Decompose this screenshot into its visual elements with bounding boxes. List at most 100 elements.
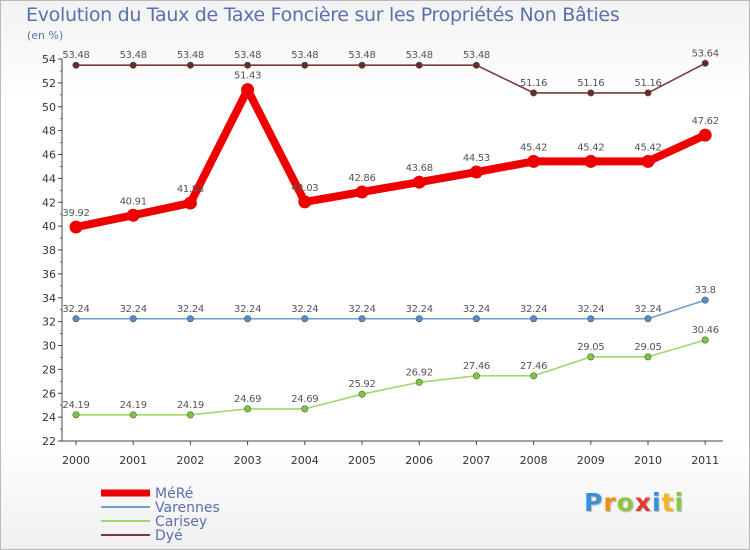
x-tick-label: 2000: [62, 454, 90, 467]
series-point: [472, 315, 480, 323]
series-point: [644, 315, 652, 323]
series-point: [415, 378, 423, 386]
series-point: [186, 315, 194, 323]
logo-letter: o: [616, 488, 635, 517]
data-label: 32.24: [520, 304, 547, 315]
data-label: 32.24: [234, 304, 261, 315]
series-point: [530, 89, 538, 97]
data-label: 45.42: [634, 142, 661, 153]
series-point: [241, 83, 255, 97]
series-point: [301, 315, 309, 323]
logo-letter: t: [661, 488, 675, 517]
series-point: [587, 353, 595, 361]
data-label: 27.46: [520, 361, 547, 372]
series-point: [587, 89, 595, 97]
x-tick-label: 2008: [520, 454, 548, 467]
data-label: 47.62: [692, 116, 719, 127]
series-point: [415, 315, 423, 323]
series-line-3: [75, 62, 707, 94]
series-point: [530, 372, 538, 380]
y-tick-label: 46: [42, 149, 56, 162]
series-point: [587, 315, 595, 323]
data-label: 26.92: [406, 367, 433, 378]
series-point: [358, 61, 366, 69]
series-point: [301, 405, 309, 413]
series-point: [126, 208, 140, 222]
x-tick-label: 2006: [405, 454, 433, 467]
series-point: [701, 336, 709, 344]
data-label: 53.48: [291, 50, 318, 61]
series-point: [298, 195, 312, 209]
data-label: 25.92: [348, 379, 375, 390]
series-point: [472, 372, 480, 380]
data-label: 29.05: [577, 342, 604, 353]
y-tick-label: 40: [42, 220, 56, 233]
legend-entry: Carisey: [155, 514, 207, 530]
series-point: [701, 59, 709, 67]
series-line-0: [72, 85, 710, 232]
series-point: [69, 220, 83, 234]
x-tick-label: 2009: [577, 454, 605, 467]
x-tick-label: 2002: [176, 454, 204, 467]
proxiti-logo: Proxiti: [584, 488, 684, 517]
data-label: 27.46: [463, 361, 490, 372]
x-tick-label: 2003: [234, 454, 262, 467]
series-point: [186, 411, 194, 419]
data-label: 41.93: [177, 184, 204, 195]
data-label: 53.48: [177, 50, 204, 61]
x-tick-label: 2005: [348, 454, 376, 467]
data-label: 24.19: [62, 400, 89, 411]
data-label: 45.42: [577, 142, 604, 153]
data-label: 32.24: [62, 304, 89, 315]
data-label: 32.24: [406, 304, 433, 315]
data-label: 24.69: [234, 394, 261, 405]
series-point: [415, 61, 423, 69]
series-point: [530, 315, 538, 323]
y-tick-label: 38: [42, 244, 56, 257]
data-label: 30.46: [692, 325, 719, 336]
data-label: 53.48: [62, 50, 89, 61]
x-tick-label: 2010: [634, 454, 662, 467]
y-tick-label: 50: [42, 101, 56, 114]
y-tick-label: 42: [42, 196, 56, 209]
data-label: 45.42: [520, 142, 547, 153]
data-label: 32.24: [120, 304, 147, 315]
legend-entry: MéRé: [155, 486, 193, 502]
x-tick-label: 2004: [291, 454, 319, 467]
data-label: 32.24: [577, 304, 604, 315]
series-point: [129, 61, 137, 69]
y-tick-label: 28: [42, 363, 56, 376]
y-tick-label: 48: [42, 125, 56, 138]
data-label: 32.24: [177, 304, 204, 315]
data-label: 33.8: [695, 285, 716, 296]
y-tick-label: 34: [42, 292, 56, 305]
data-label: 51.16: [577, 78, 604, 89]
series-point: [527, 154, 541, 168]
data-label: 32.24: [634, 304, 661, 315]
x-tick-label: 2007: [462, 454, 490, 467]
data-label: 24.19: [120, 400, 147, 411]
series-point: [183, 196, 197, 210]
logo-letter: i: [674, 488, 685, 517]
y-axis-unit: (en %): [27, 29, 64, 42]
data-label: 51.43: [234, 71, 261, 82]
legend-entry: Dyé: [155, 528, 183, 544]
series-point: [72, 61, 80, 69]
data-label: 24.69: [291, 394, 318, 405]
data-label: 32.24: [463, 304, 490, 315]
data-label: 42.03: [291, 183, 318, 194]
series-point: [412, 175, 426, 189]
series-point: [469, 165, 483, 179]
series-point: [244, 405, 252, 413]
series-point: [129, 411, 137, 419]
data-label: 24.19: [177, 400, 204, 411]
series-point: [472, 61, 480, 69]
series-point: [301, 61, 309, 69]
data-label: 29.05: [634, 342, 661, 353]
series-line-2: [75, 339, 707, 416]
series-point: [72, 315, 80, 323]
series-point: [641, 154, 655, 168]
series-point: [698, 128, 712, 142]
series-point: [358, 315, 366, 323]
